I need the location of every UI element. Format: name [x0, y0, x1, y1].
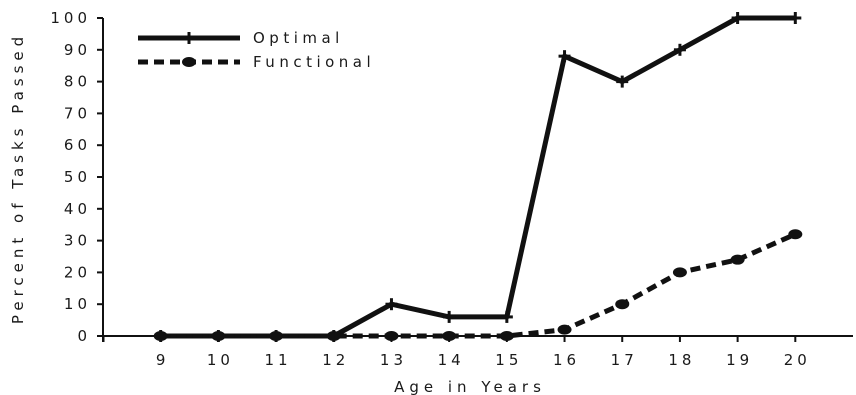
x-tick-label: 14: [438, 351, 465, 369]
x-tick-label: 10: [207, 351, 234, 369]
x-tick-label: 16: [553, 351, 580, 369]
data-point: [153, 331, 168, 341]
data-point: [672, 267, 687, 278]
y-axis-label: Percent of Tasks Passed: [9, 32, 27, 324]
x-tick-label: 18: [668, 351, 695, 369]
x-tick-label: 12: [322, 351, 349, 369]
x-tick-label: 20: [784, 351, 811, 369]
y-tick-label: 40: [64, 200, 91, 218]
y-tick-label: 20: [64, 263, 91, 281]
y-tick-label: 100: [50, 9, 91, 27]
y-tick-label: 10: [64, 295, 91, 313]
data-point: [269, 331, 284, 341]
series-line: [160, 231, 797, 339]
data-point: [615, 299, 630, 310]
data-point: [730, 254, 745, 265]
y-tick-label: 30: [64, 232, 91, 250]
data-point: [211, 331, 226, 341]
y-tick-label: 90: [64, 41, 91, 59]
y-tick-label: 0: [77, 327, 91, 345]
y-tick-label: 60: [64, 136, 91, 154]
data-point: [557, 324, 572, 335]
series-layer: [153, 12, 803, 342]
data-point: [499, 331, 514, 341]
x-tick-label: 9: [156, 351, 170, 369]
data-point: [442, 331, 457, 341]
x-tick-label: 17: [611, 351, 638, 369]
data-point: [326, 331, 341, 341]
data-point: [788, 229, 803, 240]
legend-label-functional: Functional: [253, 53, 375, 71]
series-optimal: [154, 12, 802, 342]
axes: 0 10 20 30 40 50 60 70 80 90 100 9 10 11 12 13 14 15 16 17 1…: [50, 9, 853, 369]
x-tick-label: 11: [265, 351, 292, 369]
y-tick-label: 80: [64, 73, 91, 91]
y-tick-label: 70: [64, 104, 91, 122]
x-tick-label: 19: [726, 351, 753, 369]
x-axis-label: Age in Years: [394, 378, 546, 395]
series-functional: [153, 229, 803, 341]
x-tick-label: 15: [495, 351, 522, 369]
legend-label-optimal: Optimal: [253, 29, 344, 47]
legend: Optimal Functional: [138, 29, 375, 71]
legend-marker-functional: [182, 57, 196, 67]
x-tick-label: 13: [380, 351, 407, 369]
data-point: [384, 331, 399, 341]
y-tick-label: 50: [64, 168, 91, 186]
